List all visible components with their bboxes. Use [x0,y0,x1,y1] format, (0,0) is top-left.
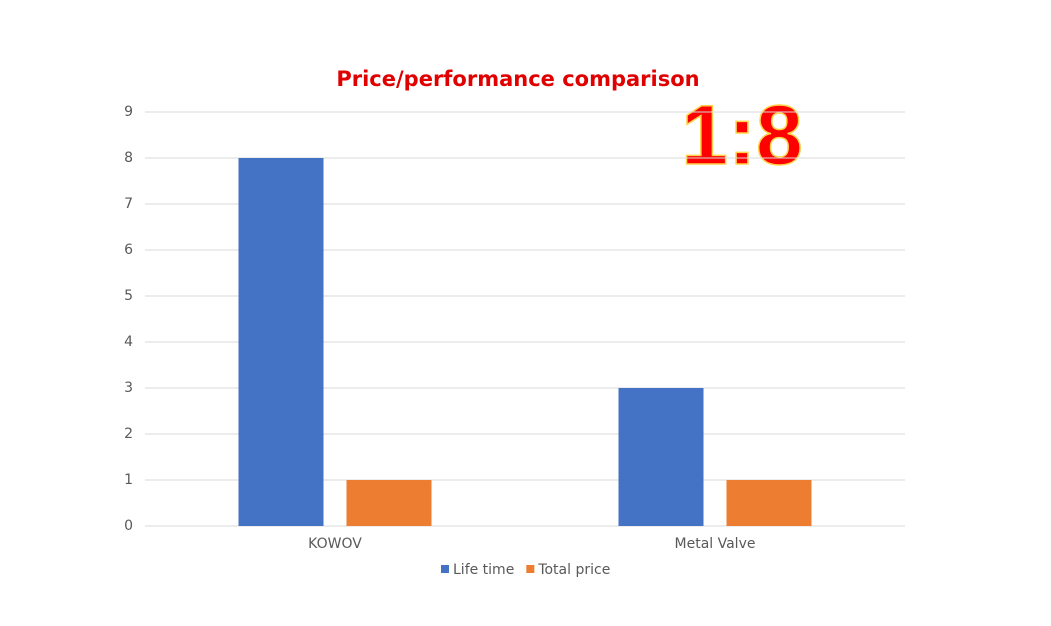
x-tick-label: KOWOV [308,536,362,552]
chart-title: Price/performance comparison [336,67,699,91]
legend-swatch [441,565,449,573]
bar [618,388,704,526]
legend-swatch [526,565,535,573]
y-tick-label: 9 [124,104,133,120]
y-tick-label: 4 [124,334,133,350]
x-tick-label: Metal Valve [675,536,756,552]
y-tick-label: 7 [124,196,133,212]
annotation: 1:8 [681,88,802,182]
bar [726,480,812,526]
legend-label: Total price [537,562,610,578]
legend-label: Life time [453,562,514,578]
bar [238,158,324,526]
y-tick-label: 0 [124,518,133,534]
y-tick-label: 8 [124,150,133,166]
y-tick-label: 2 [124,426,133,442]
y-tick-label: 5 [124,288,133,304]
bar [346,480,432,526]
y-tick-label: 3 [124,380,133,396]
y-tick-label: 6 [124,242,133,258]
y-tick-label: 1 [124,472,133,488]
